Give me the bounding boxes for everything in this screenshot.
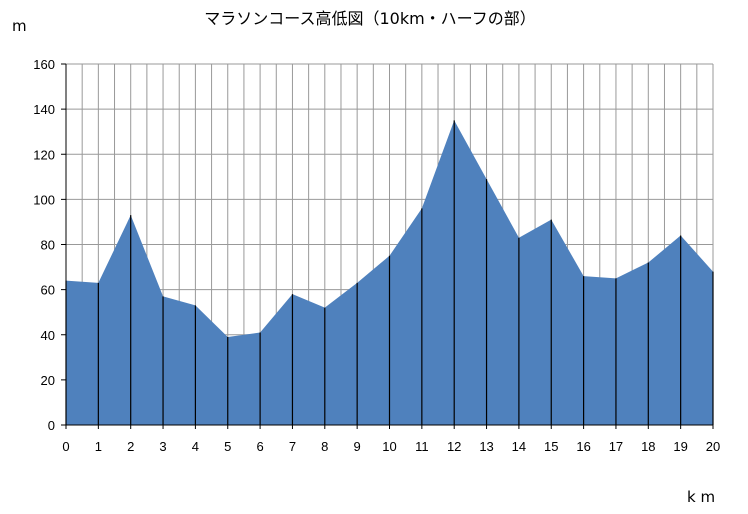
x-tick-label-20: 20 bbox=[706, 439, 720, 454]
y-tick-label-100: 100 bbox=[33, 192, 55, 207]
x-tick-label-9: 9 bbox=[354, 439, 361, 454]
x-tick-label-10: 10 bbox=[382, 439, 396, 454]
x-tick-label-16: 16 bbox=[576, 439, 590, 454]
y-axis-unit-label: m bbox=[12, 17, 27, 35]
x-tick-label-6: 6 bbox=[256, 439, 263, 454]
y-tick-label-20: 20 bbox=[41, 373, 55, 388]
x-tick-label-7: 7 bbox=[289, 439, 296, 454]
axes bbox=[61, 63, 714, 429]
x-tick-label-1: 1 bbox=[95, 439, 102, 454]
x-axis-unit-label: k m bbox=[687, 488, 715, 506]
x-tick-label-3: 3 bbox=[159, 439, 166, 454]
x-tick-label-2: 2 bbox=[127, 439, 134, 454]
y-tick-label-120: 120 bbox=[33, 147, 55, 162]
x-tick-labels: 0 1 2 3 4 5 6 7 8 9 10 11 12 13 14 15 16 17 18 19 20 bbox=[62, 439, 720, 454]
x-tick-label-8: 8 bbox=[321, 439, 328, 454]
x-tick-label-18: 18 bbox=[641, 439, 655, 454]
x-tick-label-17: 17 bbox=[609, 439, 623, 454]
y-tick-label-0: 0 bbox=[48, 418, 55, 433]
y-tick-label-140: 140 bbox=[33, 102, 55, 117]
x-tick-label-15: 15 bbox=[544, 439, 558, 454]
y-tick-label-160: 160 bbox=[33, 57, 55, 72]
x-tick-label-19: 19 bbox=[673, 439, 687, 454]
km-marker-lines bbox=[65, 120, 714, 425]
y-tick-label-80: 80 bbox=[41, 238, 55, 253]
x-tick-label-13: 13 bbox=[479, 439, 493, 454]
x-tick-label-12: 12 bbox=[447, 439, 461, 454]
x-tick-label-5: 5 bbox=[224, 439, 231, 454]
x-tick-label-4: 4 bbox=[192, 439, 199, 454]
y-tick-labels: 0 20 40 60 80 100 120 140 160 bbox=[33, 57, 55, 433]
y-tick-label-60: 60 bbox=[41, 283, 55, 298]
chart-title: マラソンコース高低図（10km・ハーフの部） bbox=[204, 9, 535, 28]
y-tick-label-40: 40 bbox=[41, 328, 55, 343]
x-tick-label-0: 0 bbox=[62, 439, 69, 454]
x-tick-label-14: 14 bbox=[512, 439, 526, 454]
x-tick-label-11: 11 bbox=[415, 439, 429, 454]
